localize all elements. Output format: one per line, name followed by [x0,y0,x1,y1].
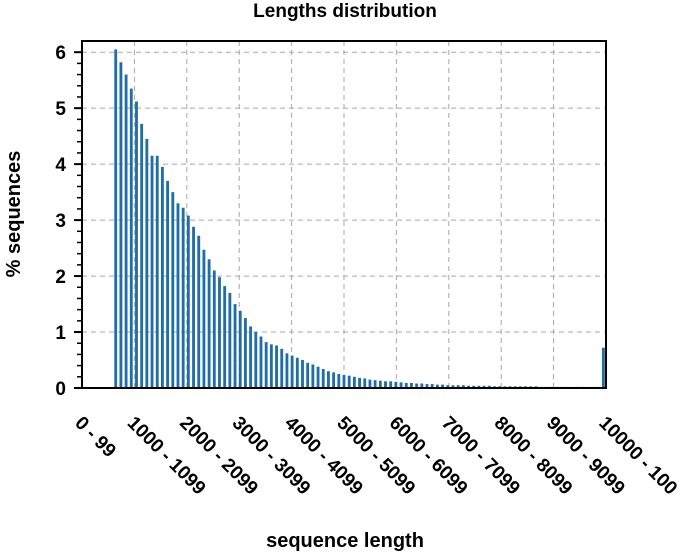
y-tick-label: 1 [55,323,66,344]
x-axis-title: sequence length [266,530,424,552]
bar [435,384,439,388]
bar [145,138,149,388]
bar [467,385,470,388]
bar [275,345,278,388]
bar [295,357,299,388]
bar [207,259,211,388]
bar [487,385,491,388]
bar [477,385,481,388]
y-tick-label: 3 [55,211,66,232]
bar [171,192,175,388]
bar [373,380,377,388]
bar [140,123,144,388]
bar [358,377,361,388]
bar [233,304,237,388]
bar [160,166,164,388]
bar [420,383,424,388]
bar [347,375,351,388]
bar [135,101,138,388]
bars [114,49,605,389]
bar [259,336,263,388]
bar [186,215,190,388]
plot-frame [81,40,607,389]
bar [472,385,476,388]
bar [321,368,325,388]
bar [249,326,253,388]
bar [404,382,408,388]
bar [244,318,247,388]
bar [223,286,227,388]
bar [264,342,268,388]
bar [415,383,419,388]
bar [337,374,341,388]
y-tick-label: 4 [55,155,66,176]
bar [601,347,605,388]
y-tick-label: 2 [55,267,66,288]
bar [285,353,289,388]
bar [119,62,123,389]
bar [363,378,367,388]
bar [150,155,154,388]
y-tick-label: 0 [55,379,66,400]
bar [352,376,356,388]
y-axis-title: % sequences [3,151,25,278]
bar [311,364,315,388]
bar [482,385,486,388]
bar [176,203,180,388]
bar [327,371,330,388]
bar [212,270,216,388]
bar [446,385,450,388]
bar [441,384,444,388]
grid-lines [82,41,606,388]
bar [181,207,185,388]
y-tick-label: 5 [55,99,66,120]
bar [197,235,201,388]
bar [124,74,128,388]
bar [269,344,273,388]
bar [166,180,170,388]
bar [378,380,382,388]
bar [389,381,393,388]
x-tick-label: 0 - 99 [70,413,119,462]
bar [332,372,336,388]
bar [238,310,242,388]
bar [399,382,403,388]
y-axis-ticks: 0 1 2 3 4 5 6 [55,43,82,400]
bar [306,362,310,388]
bar [368,379,372,388]
bar [456,385,460,388]
chart-title: Lengths distribution [253,1,437,22]
bar [202,249,206,388]
bar [254,332,258,388]
bar [290,355,294,388]
bar [430,384,434,388]
bar [461,385,465,388]
bar [425,384,429,388]
bar [280,348,284,388]
bar [228,292,232,388]
bar [218,277,221,388]
bar [394,381,398,388]
bar [114,49,118,389]
bar [129,88,133,388]
bar [451,385,455,388]
bar [316,366,320,388]
bar [342,375,346,388]
bar [410,382,413,388]
y-tick-label: 6 [55,43,66,64]
bar [384,381,387,388]
bar [301,360,304,388]
bar [192,226,195,388]
bar [155,155,159,388]
